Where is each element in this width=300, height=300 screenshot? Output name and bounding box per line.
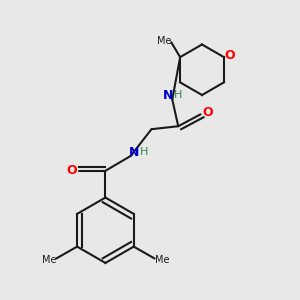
Text: Me: Me: [42, 255, 56, 265]
Text: O: O: [224, 49, 235, 62]
Text: O: O: [202, 106, 213, 119]
Text: H: H: [174, 90, 182, 100]
Text: O: O: [66, 164, 76, 177]
Text: N: N: [128, 146, 139, 159]
Text: N: N: [163, 88, 173, 101]
Text: Me: Me: [155, 255, 169, 265]
Text: H: H: [140, 147, 148, 158]
Text: Me: Me: [157, 36, 171, 46]
